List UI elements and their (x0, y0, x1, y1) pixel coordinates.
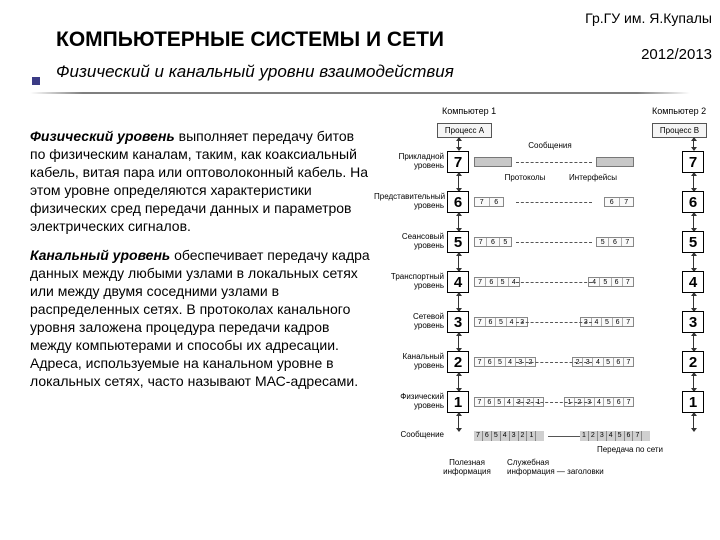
layer-num-left: 1 (447, 391, 469, 413)
dia-label-left: Компьютер 1 (442, 106, 496, 116)
v-arrow (458, 173, 459, 191)
text-link: обеспечивает передачу кадра данных между… (30, 247, 370, 388)
h-arrow (516, 242, 592, 243)
body-text: Физический уровень выполняет передачу би… (30, 128, 370, 403)
org-label: Гр.ГУ им. Я.Купалы (585, 10, 712, 26)
bullet-icon (32, 77, 40, 85)
frame-right: 567 (596, 237, 634, 247)
bottom-left-label: Сообщение (374, 431, 444, 440)
page-title: КОМПЬЮТЕРНЫЕ СИСТЕМЫ И СЕТИ (56, 28, 444, 52)
bar (474, 157, 512, 167)
v-arrow (458, 333, 459, 351)
h-arrow (516, 322, 592, 323)
layer-label: Прикладнойуровень (374, 153, 444, 171)
bottom-right-label: Передача по сети (580, 445, 680, 454)
v-arrow (693, 213, 694, 231)
layer-num-left: 3 (447, 311, 469, 333)
year-label: 2012/2013 (585, 46, 712, 63)
layer-label: Представительныйуровень (374, 193, 444, 211)
v-arrow (693, 333, 694, 351)
emph-link: Канальный уровень (30, 247, 174, 263)
frame-right: 67 (604, 197, 634, 207)
frame-left: 765 (474, 237, 512, 247)
frame-right: 4567 (588, 277, 634, 287)
frame-left: 7654 (474, 277, 520, 287)
arrow-v (458, 138, 459, 150)
v-arrow (458, 213, 459, 231)
bottom-bar-left: 7654321 (474, 431, 544, 441)
layer-label: Транспортныйуровень (374, 273, 444, 291)
dia-proc-a: Процесс А (437, 123, 492, 138)
paragraph-link: Канальный уровень обеспечивает передачу … (30, 247, 370, 390)
dia-label-right: Компьютер 2 (652, 106, 706, 116)
layer-num-left: 4 (447, 271, 469, 293)
h-arrow (516, 402, 592, 403)
layer-num-right: 3 (682, 311, 704, 333)
v-arrow (458, 373, 459, 391)
divider (30, 92, 690, 94)
h-arrow (516, 162, 592, 163)
bottom-bar-right: 1234567 (580, 431, 650, 441)
dia-proc-b: Процесс В (652, 123, 707, 138)
layer-label: Сетевойуровень (374, 313, 444, 331)
layer-label: Сеансовыйуровень (374, 233, 444, 251)
legend-2: Служебнаяинформация — заголовки (507, 459, 647, 477)
v-arrow (693, 173, 694, 191)
emph-physical: Физический уровень (30, 128, 179, 144)
bar (596, 157, 634, 167)
h-arrow (516, 362, 592, 363)
layer-num-right: 7 (682, 151, 704, 173)
v-arrow (458, 413, 459, 431)
layer-label: Физическийуровень (374, 393, 444, 411)
layer-num-left: 7 (447, 151, 469, 173)
layer-num-right: 5 (682, 231, 704, 253)
layer-num-left: 5 (447, 231, 469, 253)
header-right: Гр.ГУ им. Я.Купалы 2012/2013 (585, 10, 712, 63)
mid-label: Интерфейсы (568, 173, 618, 182)
layer-num-right: 2 (682, 351, 704, 373)
v-arrow (458, 293, 459, 311)
h-arrow (516, 202, 592, 203)
arrow-v (693, 138, 694, 150)
paragraph-physical: Физический уровень выполняет передачу би… (30, 128, 370, 235)
layer-num-right: 1 (682, 391, 704, 413)
legend-1: Полезнаяинформация (437, 459, 497, 477)
page-subtitle: Физический и канальный уровни взаимодейс… (56, 62, 454, 82)
osi-diagram: Компьютер 1 Компьютер 2 Процесс А Процесс В… (382, 106, 712, 506)
h-arrow (516, 282, 592, 283)
layer-num-right: 6 (682, 191, 704, 213)
v-arrow (693, 373, 694, 391)
layer-num-left: 6 (447, 191, 469, 213)
v-arrow (693, 413, 694, 431)
mid-label: Протоколы (500, 173, 550, 182)
v-arrow (693, 293, 694, 311)
mid-label: Сообщения (520, 141, 580, 150)
frame-left: 76 (474, 197, 504, 207)
v-arrow (458, 253, 459, 271)
layer-num-left: 2 (447, 351, 469, 373)
v-arrow (693, 253, 694, 271)
layer-label: Канальныйуровень (374, 353, 444, 371)
layer-num-right: 4 (682, 271, 704, 293)
